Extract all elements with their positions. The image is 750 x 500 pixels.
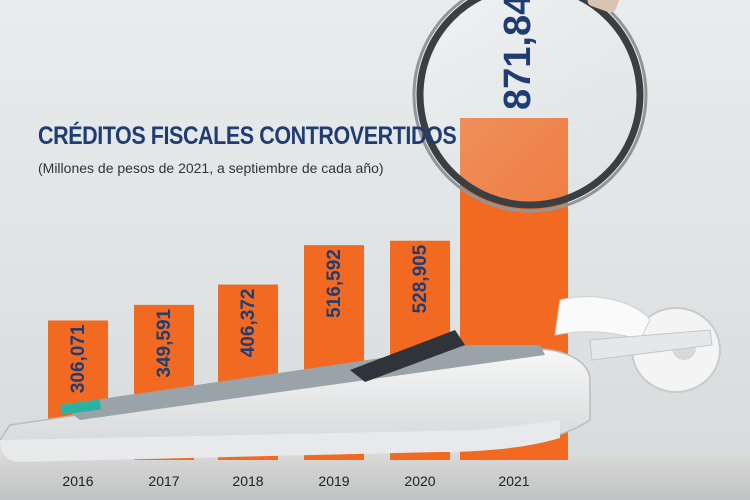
x-tick-label-2020: 2020 xyxy=(404,473,435,489)
labels-layer: 306,071 2016 349,591 2017 406,372 2018 516,592… xyxy=(62,0,539,489)
value-label-2019: 516,592 xyxy=(324,249,345,318)
value-label-2018: 406,372 xyxy=(238,289,259,358)
calculator-illustration xyxy=(0,296,721,462)
x-tick-label-2021: 2021 xyxy=(498,473,529,489)
x-tick-label-2018: 2018 xyxy=(232,473,263,489)
chart-subtitle: (Millones de pesos de 2021, a septiembre… xyxy=(38,160,384,176)
x-tick-label-2019: 2019 xyxy=(318,473,349,489)
magnifier-illustration xyxy=(412,0,648,213)
table-surface xyxy=(0,455,750,500)
value-label-2020: 528,905 xyxy=(410,244,431,313)
x-tick-label-2017: 2017 xyxy=(148,473,179,489)
value-label-2016: 306,071 xyxy=(68,324,89,393)
value-label-2017: 349,591 xyxy=(154,308,175,377)
value-label-2021: 871,846 xyxy=(497,0,539,110)
chart-title: CRÉDITOS FISCALES CONTROVERTIDOS xyxy=(38,122,457,150)
x-tick-label-2016: 2016 xyxy=(62,473,93,489)
